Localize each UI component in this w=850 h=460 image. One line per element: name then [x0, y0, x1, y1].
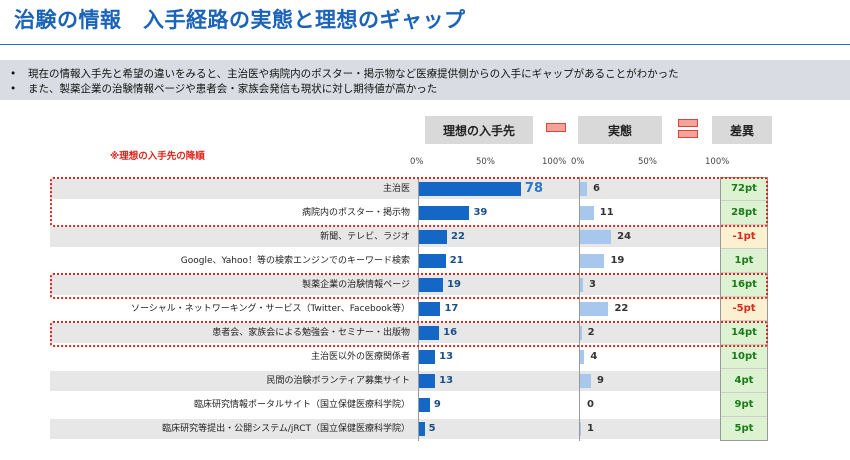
summary-box: • 現在の情報入手先と希望の違いをみると、主治医や病院内のポスター・掲示物など医療… [0, 60, 850, 100]
table-row [50, 371, 720, 391]
bar-ideal [418, 374, 436, 388]
category-label: 新聞、テレビ、ラジオ [320, 232, 410, 242]
value-label-ideal: 5 [428, 423, 436, 434]
category-label: ソーシャル・ネットワーキング・サービス（Twitter、Facebook等） [130, 304, 410, 314]
category-label: 臨床研究情報ポータルサイト（国立保健医療科学院） [193, 400, 410, 410]
legend-swatch-actual-top [678, 119, 698, 127]
bar-ideal [418, 230, 448, 244]
axis-line-actual [579, 177, 580, 441]
category-label: 臨床研究等提出・公開システム/jRCT（国立保健医療科学院） [162, 424, 410, 434]
table-row [50, 275, 720, 295]
page-title: 治験の情報 入手経路の実態と理想のギャップ [14, 8, 466, 32]
bar-ideal [418, 206, 470, 220]
value-label-ideal: 22 [451, 231, 465, 242]
value-label-ideal: 19 [447, 279, 461, 290]
category-label: 主治医以外の医療関係者 [310, 352, 410, 362]
bar-actual [579, 422, 581, 436]
x-tick-label: 50% [476, 157, 495, 167]
value-label-actual: 6 [593, 183, 600, 194]
value-label-ideal: 13 [439, 375, 454, 386]
gap-value: 16pt [720, 273, 768, 297]
bar-actual [579, 278, 584, 292]
value-label-actual: 22 [614, 303, 629, 314]
bar-ideal [418, 278, 444, 292]
category-label: 製薬企業の治験情報ページ [302, 280, 410, 290]
table-row [50, 179, 720, 199]
summary-line-2: • また、製薬企業の治験情報ページや患者会・家族会発信も現状に対し期待値が高かった [10, 81, 437, 96]
gap-value: 4pt [720, 369, 768, 393]
bar-actual [579, 326, 582, 340]
value-badge-ideal: 78 [524, 181, 543, 196]
category-label: 主治医 [382, 184, 410, 194]
x-tick-label: 100% [705, 157, 730, 167]
bar-ideal [418, 422, 425, 436]
bar-ideal [418, 182, 521, 196]
sort-note: ※理想の入手先の降順 [110, 151, 205, 162]
gap-value: 72pt [720, 177, 768, 201]
category-label: 民間の治験ボランティア募集サイト [266, 376, 410, 386]
bullet: • [10, 68, 17, 80]
legend-swatch-actual-bottom [678, 130, 698, 138]
gap-value: 14pt [720, 321, 768, 345]
header-actual: 実態 [578, 116, 662, 144]
bar-ideal [418, 326, 440, 340]
bullet: • [10, 83, 17, 95]
bar-actual [579, 206, 594, 220]
bar-actual [579, 254, 605, 268]
value-label-actual: 11 [599, 207, 614, 218]
category-label: 患者会、家族会による勉強会・セミナー・出版物 [212, 328, 410, 338]
bar-actual [579, 302, 609, 316]
value-label-actual: 24 [617, 231, 632, 242]
value-label-actual: 3 [589, 279, 596, 290]
gap-value: -1pt [720, 225, 768, 249]
value-label-ideal: 16 [443, 327, 458, 338]
header-gap: 差異 [712, 116, 772, 144]
gap-value: 1pt [720, 249, 768, 273]
x-tick-label: 0% [410, 157, 424, 167]
value-label-actual: 0 [587, 399, 594, 410]
gap-value: 28pt [720, 201, 768, 225]
highlight-box [50, 177, 768, 227]
value-label-ideal: 9 [433, 399, 441, 410]
category-label: 病院内のポスター・掲示物 [301, 208, 410, 218]
summary-line-1: • 現在の情報入手先と希望の違いをみると、主治医や病院内のポスター・掲示物など医療… [10, 66, 679, 81]
value-label-ideal: 13 [439, 351, 454, 362]
value-label-ideal: 21 [449, 255, 464, 266]
bar-ideal [418, 398, 430, 412]
title-divider [0, 44, 850, 45]
summary-text-1: 現在の情報入手先と希望の違いをみると、主治医や病院内のポスター・掲示物など医療提… [28, 68, 679, 80]
gap-value: -5pt [720, 297, 768, 321]
table-row [50, 323, 720, 343]
bar-ideal [418, 350, 436, 364]
highlight-box [50, 321, 768, 347]
value-label-ideal: 39 [473, 207, 488, 218]
value-label-actual: 2 [587, 327, 595, 338]
x-tick-label: 0% [571, 157, 585, 167]
value-label-actual: 4 [590, 351, 598, 362]
value-label-ideal: 17 [444, 303, 459, 314]
bar-actual [579, 230, 612, 244]
category-label: Google、Yahoo！等の検索エンジンでのキーワード検索 [180, 256, 410, 266]
table-row [50, 419, 720, 439]
gap-value: 9pt [720, 393, 768, 417]
bar-actual [579, 374, 592, 388]
header-ideal: 理想の入手先 [425, 116, 533, 144]
value-label-actual: 1 [587, 423, 594, 434]
highlight-box [50, 273, 768, 299]
legend-swatch-ideal [546, 123, 566, 132]
x-tick-label: 50% [638, 157, 657, 167]
bar-actual [579, 182, 588, 196]
bar-ideal [418, 254, 446, 268]
summary-text-2: また、製薬企業の治験情報ページや患者会・家族会発信も現状に対し期待値が高かった [28, 83, 438, 95]
x-tick-label: 100% [542, 157, 567, 167]
gap-value: 10pt [720, 345, 768, 369]
value-label-actual: 9 [597, 375, 605, 386]
bar-actual [579, 350, 585, 364]
table-row [50, 227, 720, 247]
axis-line-ideal [418, 177, 419, 441]
bar-ideal [418, 302, 441, 316]
value-label-actual: 19 [610, 255, 625, 266]
